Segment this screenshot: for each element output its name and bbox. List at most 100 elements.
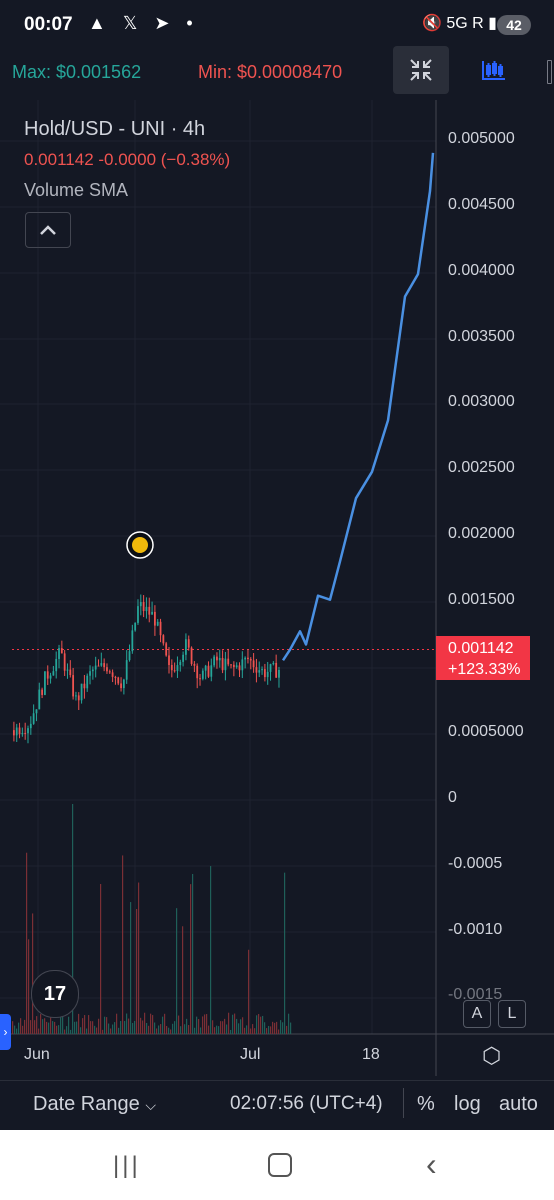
candle-body <box>55 658 58 672</box>
volume-bar <box>86 1028 88 1034</box>
candle-body <box>86 675 89 689</box>
price-chart[interactable] <box>0 100 554 1090</box>
volume-bar <box>78 1013 80 1034</box>
candle-body <box>91 669 94 672</box>
candle-body <box>52 671 55 676</box>
price-tick-label: 0.0005000 <box>448 723 524 740</box>
candle-body <box>156 621 159 626</box>
volume-bar <box>158 1025 160 1034</box>
candle-body <box>185 639 187 655</box>
system-nav-bar <box>0 1130 554 1200</box>
volume-bar <box>102 1029 104 1034</box>
volume-bar <box>12 1021 14 1034</box>
candle-body <box>278 669 280 678</box>
candle-body <box>69 669 72 676</box>
candle-body <box>38 689 41 710</box>
volume-bar <box>122 855 124 1034</box>
volume-bar <box>148 1025 150 1034</box>
volume-bar <box>70 1029 72 1034</box>
candle-body <box>261 669 263 671</box>
volume-bar <box>138 882 140 1034</box>
left-panel-toggle[interactable]: › <box>0 1014 11 1050</box>
volume-bar <box>214 1027 216 1034</box>
volume-bar <box>36 1016 38 1034</box>
volume-bar <box>288 1013 290 1034</box>
volume-bar <box>180 1026 182 1034</box>
price-tick-label: 0.002000 <box>448 525 515 542</box>
candle-body <box>252 660 255 668</box>
volume-bar <box>150 1013 152 1034</box>
volume-bar <box>104 1016 106 1034</box>
candle-body <box>199 678 201 680</box>
candle-body <box>159 621 162 636</box>
candle-body <box>176 665 179 671</box>
lock-scale-button[interactable]: L <box>498 1000 526 1028</box>
candles-icon <box>482 61 505 80</box>
candle-body <box>196 665 199 679</box>
volume-bar <box>118 1027 120 1034</box>
volume-bar <box>192 874 194 1034</box>
candle-body <box>266 671 269 678</box>
candle-body <box>269 664 272 672</box>
event-marker-icon <box>132 537 148 553</box>
volume-bar <box>32 913 34 1034</box>
recent-apps-button[interactable]: ||| <box>113 1152 141 1179</box>
candle-body <box>77 695 80 701</box>
home-button[interactable] <box>268 1153 292 1177</box>
indicator-label[interactable]: Volume SMA <box>24 180 129 200</box>
chart-canvas[interactable] <box>0 100 554 1090</box>
candle-body <box>145 606 148 612</box>
settings-hex-icon[interactable]: ⬡ <box>482 1043 502 1068</box>
candle-body <box>60 648 63 654</box>
candle-body <box>94 665 97 670</box>
last-price-tag: 0.001142 +123.33% <box>436 636 530 680</box>
bottom-toolbar <box>0 1080 554 1131</box>
volume-bar <box>208 1025 210 1034</box>
price-tick-label: 0.003000 <box>448 393 515 410</box>
collapse-arrows-icon <box>410 59 432 81</box>
candle-body <box>204 665 207 671</box>
date-range-dropdown[interactable]: Date Range ⌵ <box>33 1093 156 1116</box>
chart-type-button[interactable] <box>466 46 522 94</box>
candle-body <box>139 602 142 607</box>
symbol-title[interactable]: Hold/USD - UNI · 4h <box>24 118 206 140</box>
volume-bar <box>112 1024 114 1034</box>
candle-body <box>170 664 173 671</box>
percent-scale-button[interactable]: % <box>417 1093 435 1115</box>
log-scale-button[interactable]: log <box>454 1093 481 1115</box>
volume-bar <box>286 1025 288 1034</box>
volume-bar <box>212 1020 214 1034</box>
tradingview-logo-button[interactable]: 17 <box>31 970 79 1018</box>
candle-body <box>117 677 120 684</box>
volume-bar <box>38 1028 40 1034</box>
auto-scale-toggle[interactable]: auto <box>499 1093 538 1115</box>
volume-bar <box>82 1018 84 1034</box>
volume-bar <box>126 1013 128 1034</box>
candle-body <box>49 675 52 679</box>
min-price-label: Min: $0.00008470 <box>198 62 343 82</box>
collapse-button[interactable] <box>393 46 449 94</box>
volume-bar <box>234 1013 236 1034</box>
volume-bar <box>44 1018 46 1034</box>
legend-collapse-button[interactable] <box>25 212 71 248</box>
back-button[interactable]: ‹ <box>426 1146 437 1182</box>
volume-bar <box>142 1020 144 1034</box>
volume-bar <box>58 1025 60 1034</box>
timezone-clock[interactable]: 02:07:56 (UTC+4) <box>230 1093 383 1114</box>
status-left-icons: ▲ 𝕏 ➤ • <box>88 13 199 33</box>
price-tick-label: -0.0015 <box>448 986 503 1003</box>
volume-bar <box>202 1016 204 1034</box>
volume-bar <box>50 1012 52 1034</box>
volume-bar <box>80 1027 82 1034</box>
auto-scale-button[interactable]: A <box>463 1000 491 1028</box>
volume-bar <box>84 1015 86 1034</box>
volume-bar <box>114 1022 116 1034</box>
candle-body <box>134 622 137 631</box>
volume-bar <box>210 866 212 1034</box>
candle-body <box>230 664 232 666</box>
volume-bar <box>178 1015 180 1034</box>
volume-bar <box>206 1014 208 1034</box>
volume-bar <box>146 1022 148 1034</box>
volume-bar <box>200 1027 202 1034</box>
volume-bar <box>170 1029 172 1034</box>
